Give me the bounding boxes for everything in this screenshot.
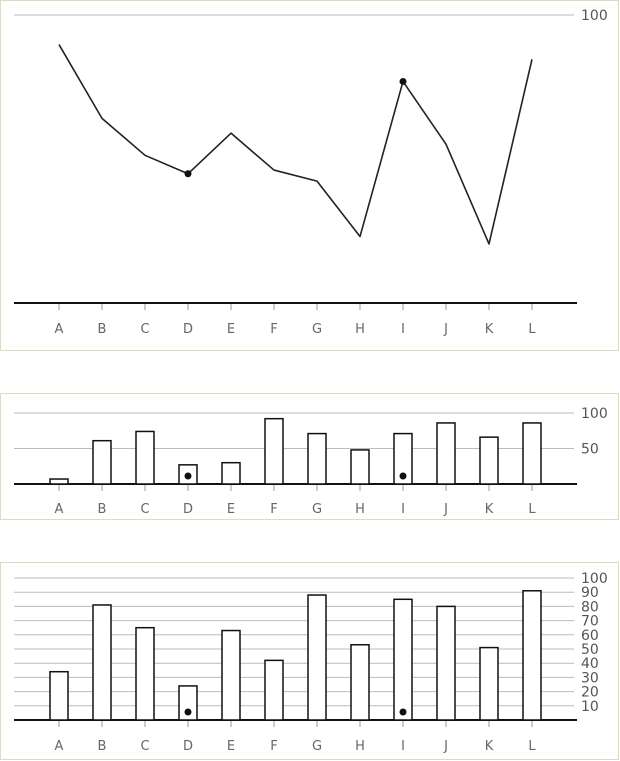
bar xyxy=(307,594,327,721)
x-tick-label: D xyxy=(183,502,193,517)
x-tick-label: K xyxy=(485,322,494,337)
bar xyxy=(479,646,499,721)
y-tick-label: 80 xyxy=(581,599,599,615)
x-tick-label: C xyxy=(140,739,149,754)
bar xyxy=(49,478,69,485)
bar xyxy=(393,432,413,485)
x-tick-label: A xyxy=(55,502,64,517)
bar xyxy=(92,439,112,485)
data-point-marker xyxy=(184,170,192,178)
bar-chart-small-panel: 100 50 A B C D E F G H I J K L xyxy=(0,393,619,520)
bar xyxy=(92,604,112,721)
x-tick-label: I xyxy=(401,739,405,754)
x-tick-label: J xyxy=(443,322,448,337)
y-tick-label: 100 xyxy=(581,406,608,422)
x-tick-label: J xyxy=(443,502,448,517)
y-tick-label: 20 xyxy=(581,685,599,701)
bar xyxy=(522,590,542,721)
y-tick-label: 50 xyxy=(581,642,599,658)
bar xyxy=(264,659,284,721)
x-tick-label: G xyxy=(312,502,322,517)
y-tick-label: 70 xyxy=(581,614,599,630)
x-tick-label: L xyxy=(528,502,536,517)
bar xyxy=(135,626,155,721)
bar xyxy=(49,670,69,721)
y-tick-label: 40 xyxy=(581,656,599,672)
bar xyxy=(436,605,456,721)
y-tick-label: 100 xyxy=(581,8,608,24)
y-tick-label: 90 xyxy=(581,585,599,601)
bar-marker-dot xyxy=(184,472,192,480)
y-tick-label: 30 xyxy=(581,670,599,686)
x-tick-label: G xyxy=(312,322,322,337)
x-tick-label: G xyxy=(312,739,322,754)
x-tick-label: F xyxy=(270,322,277,337)
bar xyxy=(479,436,499,485)
x-tick-label: E xyxy=(227,322,235,337)
x-tick-label: D xyxy=(183,739,193,754)
bar-marker-dot xyxy=(184,708,192,716)
x-tick-label: B xyxy=(98,739,107,754)
x-tick-label: I xyxy=(401,502,405,517)
y-tick-label: 100 xyxy=(581,571,608,587)
x-tick-label: D xyxy=(183,322,193,337)
x-tick-label: I xyxy=(401,322,405,337)
data-point-marker xyxy=(399,77,407,85)
bar xyxy=(393,598,413,721)
x-tick-label: C xyxy=(140,322,149,337)
x-tick-label: F xyxy=(270,502,277,517)
bar xyxy=(522,422,542,485)
y-tick-label: 10 xyxy=(581,699,599,715)
y-tick-label: 50 xyxy=(581,442,599,458)
bar xyxy=(221,461,241,485)
x-tick-label: H xyxy=(355,322,365,337)
bar-chart-small: 100 50 A B C D E F G H I J K L xyxy=(14,406,608,517)
x-tick-label: A xyxy=(55,739,64,754)
x-tick-label: E xyxy=(227,739,235,754)
x-tick-label: F xyxy=(270,739,277,754)
bar xyxy=(436,422,456,485)
x-tick-label: B xyxy=(98,322,107,337)
bar xyxy=(350,449,370,485)
x-tick-label: B xyxy=(98,502,107,517)
x-tick-label: A xyxy=(55,322,64,337)
bar-marker-dot xyxy=(399,708,407,716)
x-tick-label: L xyxy=(528,322,536,337)
bar xyxy=(307,432,327,485)
y-tick-label: 60 xyxy=(581,628,599,644)
bar xyxy=(264,417,284,485)
bar xyxy=(350,643,370,721)
x-tick-label: K xyxy=(485,739,494,754)
x-tick-label: C xyxy=(140,502,149,517)
x-tick-label: L xyxy=(528,739,536,754)
bar xyxy=(178,685,198,721)
bar xyxy=(135,430,155,485)
x-tick-label: E xyxy=(227,502,235,517)
x-tick-label: H xyxy=(355,502,365,517)
bar xyxy=(221,629,241,721)
bar-chart-large-panel: 100 90 80 70 60 50 40 30 20 10 A B C D E F G H I J K L xyxy=(0,562,619,760)
line-chart-panel: 100 A B C D E F G H I J K L xyxy=(0,0,619,351)
x-tick-label: H xyxy=(355,739,365,754)
x-tick-label: J xyxy=(443,739,448,754)
bar-marker-dot xyxy=(399,472,407,480)
x-tick-label: K xyxy=(485,502,494,517)
series-line xyxy=(58,44,533,245)
line-chart: 100 A B C D E F G H I J K L xyxy=(14,8,608,337)
